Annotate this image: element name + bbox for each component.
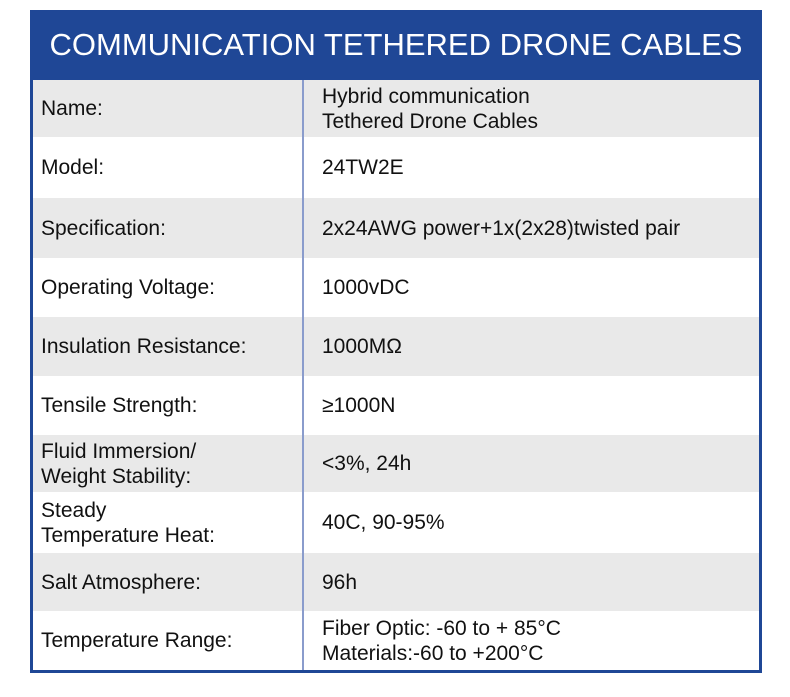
label-line-2: Weight Stability: xyxy=(41,464,192,488)
row-value: 40C, 90-95% xyxy=(304,492,759,553)
spec-table: COMMUNICATION TETHERED DRONE CABLES Name… xyxy=(30,10,762,673)
value-text: 1000MΩ xyxy=(322,335,402,358)
label-text: Operating Voltage: xyxy=(41,276,215,299)
row-value: ≥1000N xyxy=(304,376,759,435)
table-row-temperature-range: Temperature Range: Fiber Optic: -60 to +… xyxy=(33,611,759,670)
value-text: 2x24AWG power+1x(2x28)twisted pair xyxy=(322,216,681,240)
table-row-name: Name: Hybrid communication Tethered Dron… xyxy=(33,80,759,137)
row-label: Operating Voltage: xyxy=(33,258,304,317)
label-text: Temperature Range: xyxy=(41,629,233,652)
table-row-specification: Specification: 2x24AWG power+1x(2x28)twi… xyxy=(33,198,759,258)
value-line-1: Hybrid communication xyxy=(322,84,530,108)
row-label: Name: xyxy=(33,80,304,137)
row-label: Insulation Resistance: xyxy=(33,317,304,376)
value-text: 96h xyxy=(322,570,358,594)
value-text: ≥1000N xyxy=(322,394,396,417)
label-text: Name: xyxy=(41,97,103,120)
table-row-fluid-immersion: Fluid Immersion/ Weight Stability: <3%, … xyxy=(33,435,759,492)
label-text: Tensile Strength: xyxy=(41,394,198,417)
label-line-1: Fluid Immersion/ xyxy=(41,439,197,463)
row-value: 96h xyxy=(304,553,759,611)
label-line-2: Temperature Heat: xyxy=(41,523,215,547)
label-text: Model: xyxy=(41,156,105,179)
value-text: 40C, 90-95% xyxy=(322,511,445,534)
row-label: Temperature Range: xyxy=(33,611,304,670)
row-label: Model: xyxy=(33,137,304,198)
value-text: 24TW2E xyxy=(322,156,404,179)
table-row-insulation-resistance: Insulation Resistance: 1000MΩ xyxy=(33,317,759,376)
label-text: Specification: xyxy=(41,216,166,240)
row-label: Salt Atmosphere: xyxy=(33,553,304,611)
table-row-operating-voltage: Operating Voltage: 1000vDC xyxy=(33,258,759,317)
row-label: Fluid Immersion/ Weight Stability: xyxy=(33,435,304,492)
row-value: Fiber Optic: -60 to + 85°C Materials:-60… xyxy=(304,611,759,670)
row-label: Specification: xyxy=(33,198,304,258)
table-row-steady-temperature-heat: Steady Temperature Heat: 40C, 90-95% xyxy=(33,492,759,553)
value-text: 1000vDC xyxy=(322,276,410,299)
table-title: COMMUNICATION TETHERED DRONE CABLES xyxy=(33,10,759,80)
row-value: 1000vDC xyxy=(304,258,759,317)
table-row-tensile-strength: Tensile Strength: ≥1000N xyxy=(33,376,759,435)
value-text: <3%, 24h xyxy=(322,452,412,475)
table-row-model: Model: 24TW2E xyxy=(33,137,759,198)
value-line-2: Materials:-60 to +200°C xyxy=(322,641,544,665)
row-value: 24TW2E xyxy=(304,137,759,198)
row-label: Steady Temperature Heat: xyxy=(33,492,304,553)
table-row-salt-atmosphere: Salt Atmosphere: 96h xyxy=(33,553,759,611)
label-line-1: Steady xyxy=(41,498,107,522)
value-line-1: Fiber Optic: -60 to + 85°C xyxy=(322,616,561,640)
row-label: Tensile Strength: xyxy=(33,376,304,435)
label-text: Salt Atmosphere: xyxy=(41,570,201,594)
row-value: <3%, 24h xyxy=(304,435,759,492)
row-value: Hybrid communication Tethered Drone Cabl… xyxy=(304,80,759,137)
value-line-2: Tethered Drone Cables xyxy=(322,109,538,133)
label-text: Insulation Resistance: xyxy=(41,335,247,358)
row-value: 1000MΩ xyxy=(304,317,759,376)
row-value: 2x24AWG power+1x(2x28)twisted pair xyxy=(304,198,759,258)
